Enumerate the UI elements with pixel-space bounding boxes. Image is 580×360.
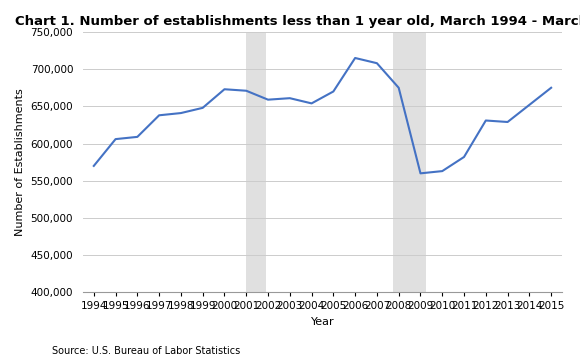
Y-axis label: Number of Establishments: Number of Establishments (15, 88, 25, 236)
Bar (393, 32, 426, 292)
Bar (246, 32, 266, 292)
X-axis label: Year: Year (311, 317, 334, 327)
Text: Source: U.S. Bureau of Labor Statistics: Source: U.S. Bureau of Labor Statistics (52, 346, 241, 356)
Title: Chart 1. Number of establishments less than 1 year old, March 1994 - March 2015: Chart 1. Number of establishments less t… (15, 15, 580, 28)
